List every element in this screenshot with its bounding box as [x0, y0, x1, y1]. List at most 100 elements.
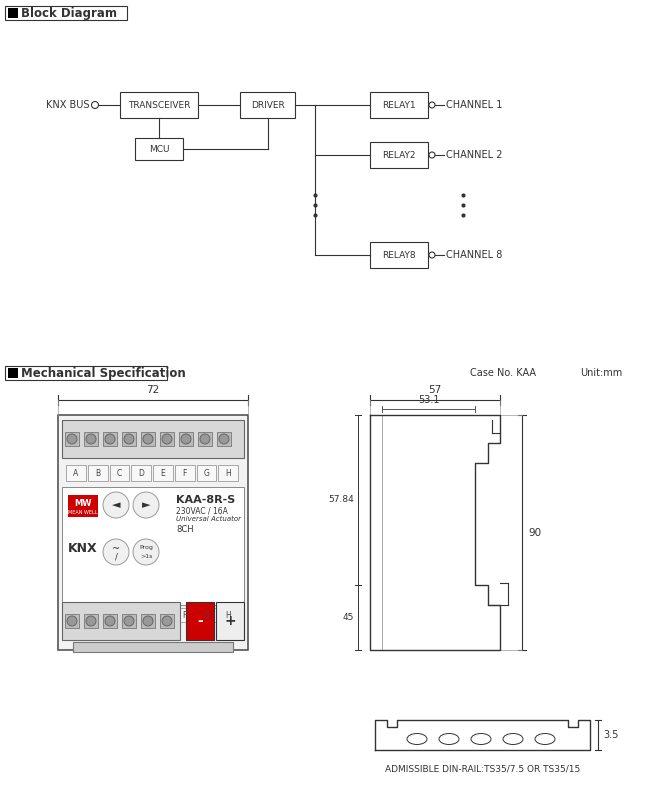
Circle shape: [181, 434, 191, 444]
Text: RELAY8: RELAY8: [382, 250, 416, 259]
Text: RELAY2: RELAY2: [383, 151, 416, 160]
Text: 53.1: 53.1: [418, 395, 440, 405]
Circle shape: [200, 434, 210, 444]
Bar: [65, 432, 79, 446]
Bar: [175, 608, 194, 622]
Text: B: B: [95, 468, 100, 478]
Text: MW: MW: [74, 498, 92, 508]
Text: 57: 57: [428, 385, 442, 395]
Bar: [141, 614, 155, 628]
Bar: [218, 608, 238, 622]
Ellipse shape: [503, 734, 523, 744]
Polygon shape: [370, 415, 500, 650]
Text: KNX: KNX: [68, 542, 98, 555]
Bar: [8, 8, 18, 18]
Bar: [160, 432, 174, 446]
Bar: [179, 432, 193, 446]
Circle shape: [86, 616, 96, 626]
Text: -: -: [197, 614, 203, 628]
Bar: [84, 614, 98, 628]
Text: F: F: [182, 611, 187, 620]
Circle shape: [143, 616, 153, 626]
Circle shape: [143, 434, 153, 444]
Bar: [135, 138, 183, 160]
Bar: [5, 366, 167, 380]
Text: ◄: ◄: [112, 500, 120, 510]
Polygon shape: [375, 720, 590, 750]
Text: C: C: [117, 468, 122, 478]
Text: +: +: [224, 614, 236, 628]
Circle shape: [429, 152, 435, 158]
Bar: [68, 495, 98, 517]
Bar: [62, 602, 180, 640]
Text: CHANNEL 1: CHANNEL 1: [446, 100, 502, 110]
Circle shape: [219, 434, 229, 444]
Circle shape: [429, 252, 435, 258]
Circle shape: [67, 616, 77, 626]
Bar: [103, 432, 117, 446]
Bar: [122, 614, 136, 628]
Text: 3.5: 3.5: [603, 730, 618, 740]
Ellipse shape: [471, 734, 491, 744]
Ellipse shape: [439, 734, 459, 744]
Text: H: H: [225, 468, 231, 478]
Text: Mechanical Specification: Mechanical Specification: [21, 366, 186, 380]
Text: E: E: [161, 468, 165, 478]
Circle shape: [105, 616, 115, 626]
Bar: [8, 368, 18, 378]
Text: Unit:mm: Unit:mm: [580, 368, 622, 378]
Text: CHANNEL 2: CHANNEL 2: [446, 150, 502, 160]
Text: 230VAC / 16A: 230VAC / 16A: [176, 507, 228, 516]
Text: G: G: [204, 611, 209, 620]
Bar: [122, 432, 136, 446]
Circle shape: [103, 492, 129, 518]
Circle shape: [92, 101, 98, 109]
Text: D: D: [138, 468, 144, 478]
Text: 57.84: 57.84: [328, 496, 354, 505]
Bar: [218, 465, 238, 481]
Bar: [196, 608, 216, 622]
Text: DRIVER: DRIVER: [251, 100, 284, 109]
Circle shape: [103, 539, 129, 565]
Bar: [196, 465, 216, 481]
Text: 90: 90: [528, 527, 541, 538]
Bar: [160, 614, 174, 628]
Circle shape: [133, 492, 159, 518]
Text: KAA-8R-S: KAA-8R-S: [176, 495, 235, 505]
Circle shape: [124, 616, 134, 626]
Text: 72: 72: [146, 385, 159, 395]
Text: CHANNEL 8: CHANNEL 8: [446, 250, 502, 260]
Circle shape: [86, 434, 96, 444]
Text: G: G: [204, 468, 209, 478]
Circle shape: [133, 539, 159, 565]
Bar: [66, 465, 86, 481]
Text: Case No. KAA: Case No. KAA: [470, 368, 536, 378]
Text: ADMISSIBLE DIN-RAIL:TS35/7.5 OR TS35/15: ADMISSIBLE DIN-RAIL:TS35/7.5 OR TS35/15: [385, 764, 580, 773]
Bar: [88, 465, 107, 481]
Bar: [103, 614, 117, 628]
Bar: [198, 432, 212, 446]
Bar: [175, 465, 194, 481]
Text: MCU: MCU: [149, 144, 170, 154]
Ellipse shape: [535, 734, 555, 744]
Text: MEAN WELL: MEAN WELL: [68, 509, 98, 514]
Text: RELAY1: RELAY1: [382, 100, 416, 109]
Text: >1s: >1s: [140, 553, 152, 559]
Bar: [370, 92, 428, 118]
Text: /: /: [115, 552, 117, 561]
Text: ~: ~: [112, 544, 120, 554]
Text: 45: 45: [342, 613, 354, 622]
Text: Prog: Prog: [139, 545, 153, 551]
Bar: [84, 432, 98, 446]
Circle shape: [162, 616, 172, 626]
Text: Block Diagram: Block Diagram: [21, 6, 117, 19]
Bar: [370, 142, 428, 168]
Text: Universal Actuator: Universal Actuator: [176, 516, 241, 522]
Text: F: F: [182, 468, 187, 478]
Text: ►: ►: [142, 500, 150, 510]
Bar: [58, 415, 248, 650]
Circle shape: [162, 434, 172, 444]
Bar: [217, 432, 231, 446]
Bar: [131, 465, 151, 481]
Bar: [62, 420, 244, 458]
